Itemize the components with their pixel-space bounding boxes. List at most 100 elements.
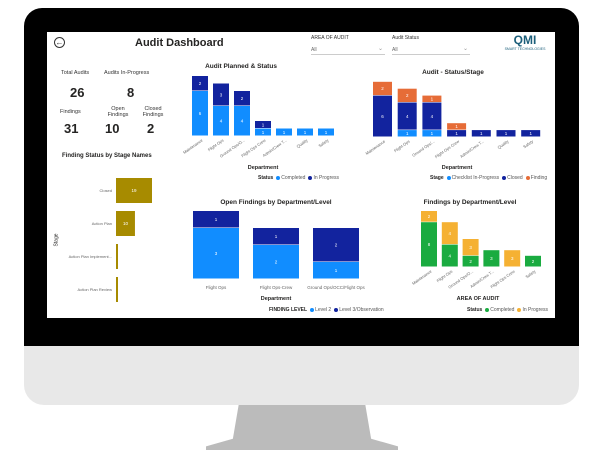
x-axis-label-stagebar: Department xyxy=(441,165,473,171)
legend-item: In Progress xyxy=(522,307,549,313)
chart-title-stagebar: Audit - Status/Stage xyxy=(422,69,484,76)
stagebar-bar-segment xyxy=(471,130,491,137)
findings-category-label: Maintenance xyxy=(411,268,433,286)
kpi-findings-value: 31 xyxy=(64,121,79,136)
kpi-closed-findings-value: 2 xyxy=(147,121,155,136)
stagebar-data-label: 2 xyxy=(406,93,409,98)
stagebar-data-label: 1 xyxy=(431,131,434,136)
stagebar-category-label: Quality xyxy=(497,139,510,150)
area-of-audit-dropdown[interactable]: All ⌄ xyxy=(311,45,385,55)
findings-data-label: 4 xyxy=(449,231,452,236)
open-category-label: Flight Ops xyxy=(206,285,227,290)
stage-bar-label: 10 xyxy=(123,221,129,226)
x-axis-label-planned: Department xyxy=(247,165,279,171)
stagebar-category-label: Flight Ops Crew xyxy=(434,139,460,160)
filter-label-status: Audit Status xyxy=(392,35,419,41)
stage-bar xyxy=(116,244,118,269)
findings-bar-segment xyxy=(421,211,437,222)
stagebar-bar-segment xyxy=(397,102,417,130)
legend-dot xyxy=(308,175,313,180)
audit-status-dropdown[interactable]: All ⌄ xyxy=(392,45,470,55)
stagebar-bar-segment xyxy=(422,130,442,137)
planned-bar-segment xyxy=(318,128,334,136)
stagebar-data-label: 1 xyxy=(529,131,532,136)
kpi-open-findings-value: 10 xyxy=(105,121,120,136)
legend-dot xyxy=(525,175,530,180)
stagebar-category-label: Safety xyxy=(522,139,534,150)
planned-bar-segment xyxy=(297,128,313,136)
findings-data-label: 3 xyxy=(469,245,472,250)
stage-category-label: Action Plan xyxy=(92,221,112,226)
planned-bar-segment xyxy=(213,83,229,106)
legend-dot xyxy=(276,175,281,180)
legend-item: Completed xyxy=(490,307,515,313)
planned-bar-segment xyxy=(234,91,250,106)
stagebar-bar-segment xyxy=(397,88,417,102)
legend-title: Stage xyxy=(430,175,444,181)
findings-data-label: 4 xyxy=(449,253,452,258)
stagebar-bar-segment xyxy=(496,130,516,137)
open-data-label: 1 xyxy=(275,234,278,239)
stagebar-data-label: 4 xyxy=(431,114,434,119)
planned-category-label: Maintenance xyxy=(182,137,204,155)
back-button[interactable]: ← xyxy=(54,37,65,48)
page-title: Audit Dashboard xyxy=(135,37,224,49)
open-data-label: 2 xyxy=(275,260,278,265)
stagebar-data-label: 1 xyxy=(505,131,508,136)
dropdown-value: All xyxy=(311,47,317,53)
planned-bar-segment xyxy=(276,128,292,136)
kpi-closed-findings-label: Closed Findings xyxy=(142,106,164,118)
legend-open: FINDING LEVEL Level 2 Level 3/Observation xyxy=(269,307,384,313)
open-data-label: 1 xyxy=(215,217,218,222)
chevron-down-icon: ⌄ xyxy=(462,46,468,52)
chart-title-planned: Audit Planned & Status xyxy=(205,63,277,70)
stage-category-label: Action Plan Review xyxy=(78,287,113,292)
stagebar-category-label: Ground Ops/... xyxy=(411,139,435,158)
findings-category-label: Flight Ops xyxy=(436,269,454,284)
planned-bar-segment xyxy=(234,106,250,136)
findings-data-label: 2 xyxy=(428,214,431,219)
stagebar-data-label: 1 xyxy=(480,131,483,136)
findings-bar-segment xyxy=(525,255,541,267)
findings-bar-segment xyxy=(504,250,521,267)
legend-title: Status xyxy=(258,175,274,181)
stagebar-bar-segment xyxy=(447,123,467,130)
legend-dot xyxy=(446,175,451,180)
stagebar-category-label: Admin/Crew T... xyxy=(459,139,485,159)
kpi-findings-label: Findings xyxy=(60,109,81,115)
open-data-label: 3 xyxy=(215,251,218,256)
findings-data-label: 2 xyxy=(532,259,535,264)
chart-title-findings: Findings by Department/Level xyxy=(423,199,517,206)
open-bar-segment xyxy=(253,228,299,245)
chart-title-open: Open Findings by Department/Level xyxy=(220,199,332,206)
planned-data-label: 1 xyxy=(262,130,265,135)
kpi-in-progress-value: 8 xyxy=(127,85,135,100)
stagebar-bar-segment xyxy=(447,130,467,137)
stagebar-bar-segment xyxy=(422,102,442,130)
open-data-label: 2 xyxy=(335,243,338,248)
legend-stagebar: Stage Checklist In-Progress Closed Finding xyxy=(430,175,547,181)
findings-data-label: 2 xyxy=(469,259,472,264)
legend-item: Finding xyxy=(530,175,548,181)
planned-data-label: 4 xyxy=(241,119,244,124)
kpi-total-audits-value: 26 xyxy=(70,85,85,100)
stagebar-category-label: Flight Ops xyxy=(393,139,411,154)
stagebar-bar-segment xyxy=(521,130,541,137)
filter-label-area: AREA OF AUDIT xyxy=(311,35,349,41)
planned-category-label: Quality xyxy=(296,138,309,149)
findings-data-label: 8 xyxy=(428,242,431,247)
charts-layer: 19 Closed 10 Action Plan Action Plan Impleme… xyxy=(69,76,541,302)
open-bar-segment xyxy=(313,228,359,262)
open-bar-segment xyxy=(193,211,239,228)
open-category-label: Ground Ops/OCC/Flight Ops xyxy=(307,285,365,290)
planned-data-label: 1 xyxy=(325,130,328,135)
findings-bar-segment xyxy=(462,255,479,267)
planned-category-label: Flight Ops xyxy=(207,138,225,153)
stagebar-data-label: 2 xyxy=(381,86,384,91)
planned-data-label: 1 xyxy=(304,130,307,135)
legend-findings: Status Completed In Progress xyxy=(467,307,548,313)
legend-item: Level 3/Observation xyxy=(339,307,384,313)
stage-bar xyxy=(116,178,152,203)
planned-category-label: Safety xyxy=(317,138,329,149)
stage-bar xyxy=(116,211,135,236)
